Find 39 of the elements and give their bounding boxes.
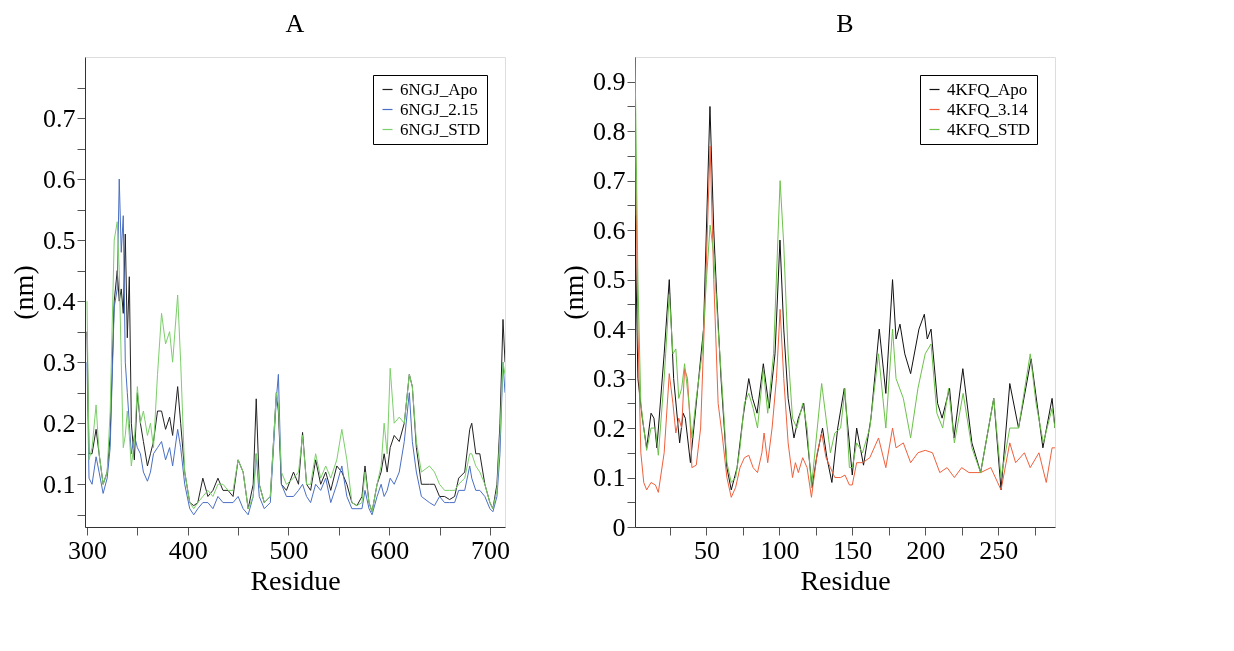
x-tick-label: 200	[906, 535, 946, 565]
x-tick-label: 250	[979, 535, 1019, 565]
x-axis-title: Residue	[800, 564, 891, 596]
legend-label: 4KFQ_Apo	[947, 79, 1028, 99]
y-axis-title: (nm)	[558, 265, 589, 320]
y-tick-label: 0.5	[43, 225, 76, 255]
x-tick-label: 100	[760, 535, 800, 565]
legend-label: 6NGJ_STD	[400, 119, 481, 139]
y-tick-label: 0.9	[593, 67, 626, 97]
y-tick-label: 0.4	[593, 314, 626, 344]
legend-label: 4KFQ_STD	[947, 119, 1031, 139]
chart-title: B	[836, 9, 854, 38]
legend-label: 6NGJ_Apo	[400, 79, 478, 99]
y-tick-label: 0	[612, 512, 626, 542]
x-tick-label: 700	[470, 535, 510, 565]
y-tick-label: 0.6	[593, 215, 626, 245]
legend-label: 6NGJ_2.15	[400, 99, 478, 119]
y-tick-label: 0.1	[43, 469, 76, 499]
y-tick-label: 0.2	[43, 408, 76, 438]
y-tick-label: 0.8	[593, 116, 626, 146]
y-tick-label: 0.1	[593, 463, 626, 493]
y-tick-label: 0.3	[593, 364, 626, 394]
y-axis-title: (nm)	[8, 265, 39, 320]
x-tick-label: 400	[168, 535, 208, 565]
chart-title: A	[285, 9, 305, 38]
x-tick-label: 300	[68, 535, 108, 565]
y-tick-label: 0.2	[593, 413, 626, 443]
y-tick-label: 0.3	[43, 347, 76, 377]
y-tick-label: 0.5	[593, 265, 626, 295]
x-tick-label: 150	[833, 535, 873, 565]
y-tick-label: 0.4	[43, 286, 76, 316]
y-tick-label: 0.7	[593, 166, 626, 196]
x-tick-label: 600	[370, 535, 410, 565]
y-tick-label: 0.7	[43, 103, 76, 133]
y-tick-label: 0.6	[43, 164, 76, 194]
x-tick-label: 50	[693, 535, 720, 565]
x-tick-label: 500	[269, 535, 309, 565]
x-axis-title: Residue	[250, 564, 341, 596]
legend-label: 4KFQ_3.14	[947, 99, 1029, 119]
